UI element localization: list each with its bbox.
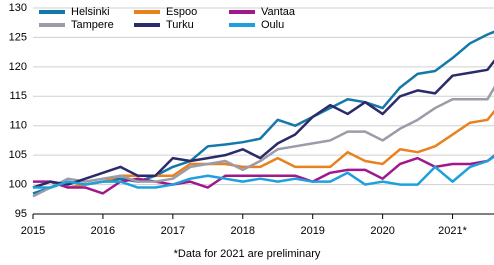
legend-label: Tampere bbox=[71, 19, 114, 31]
legend-label: Vantaa bbox=[261, 6, 296, 18]
y-tick-label: 130 bbox=[9, 2, 27, 14]
series-line bbox=[32, 30, 494, 195]
y-tick-label: 120 bbox=[9, 61, 27, 73]
x-tick-label: 2017 bbox=[161, 225, 185, 237]
series-line bbox=[32, 85, 494, 198]
x-tick-label: 2021* bbox=[438, 225, 467, 237]
legend-label: Espoo bbox=[166, 6, 197, 18]
x-tick-label: 2019 bbox=[300, 225, 324, 237]
series-line bbox=[32, 59, 494, 189]
y-tick-label: 100 bbox=[9, 178, 27, 190]
y-tick-label: 110 bbox=[9, 120, 27, 132]
x-tick-label: 2018 bbox=[231, 225, 255, 237]
y-tick-label: 105 bbox=[9, 149, 27, 161]
series-line bbox=[32, 109, 494, 189]
x-tick-label: 2015 bbox=[21, 225, 45, 237]
footnote: *Data for 2021 are preliminary bbox=[174, 248, 321, 260]
series-line bbox=[33, 155, 494, 189]
x-tick-label: 2020 bbox=[370, 225, 394, 237]
legend-label: Helsinki bbox=[71, 6, 110, 18]
legend-label: Oulu bbox=[261, 19, 284, 31]
y-tick-label: 115 bbox=[9, 90, 27, 102]
x-tick-label: 2016 bbox=[91, 225, 115, 237]
legend-label: Turku bbox=[166, 19, 194, 31]
y-tick-label: 95 bbox=[15, 208, 27, 220]
y-tick-label: 125 bbox=[9, 31, 27, 43]
series-line bbox=[33, 154, 494, 195]
